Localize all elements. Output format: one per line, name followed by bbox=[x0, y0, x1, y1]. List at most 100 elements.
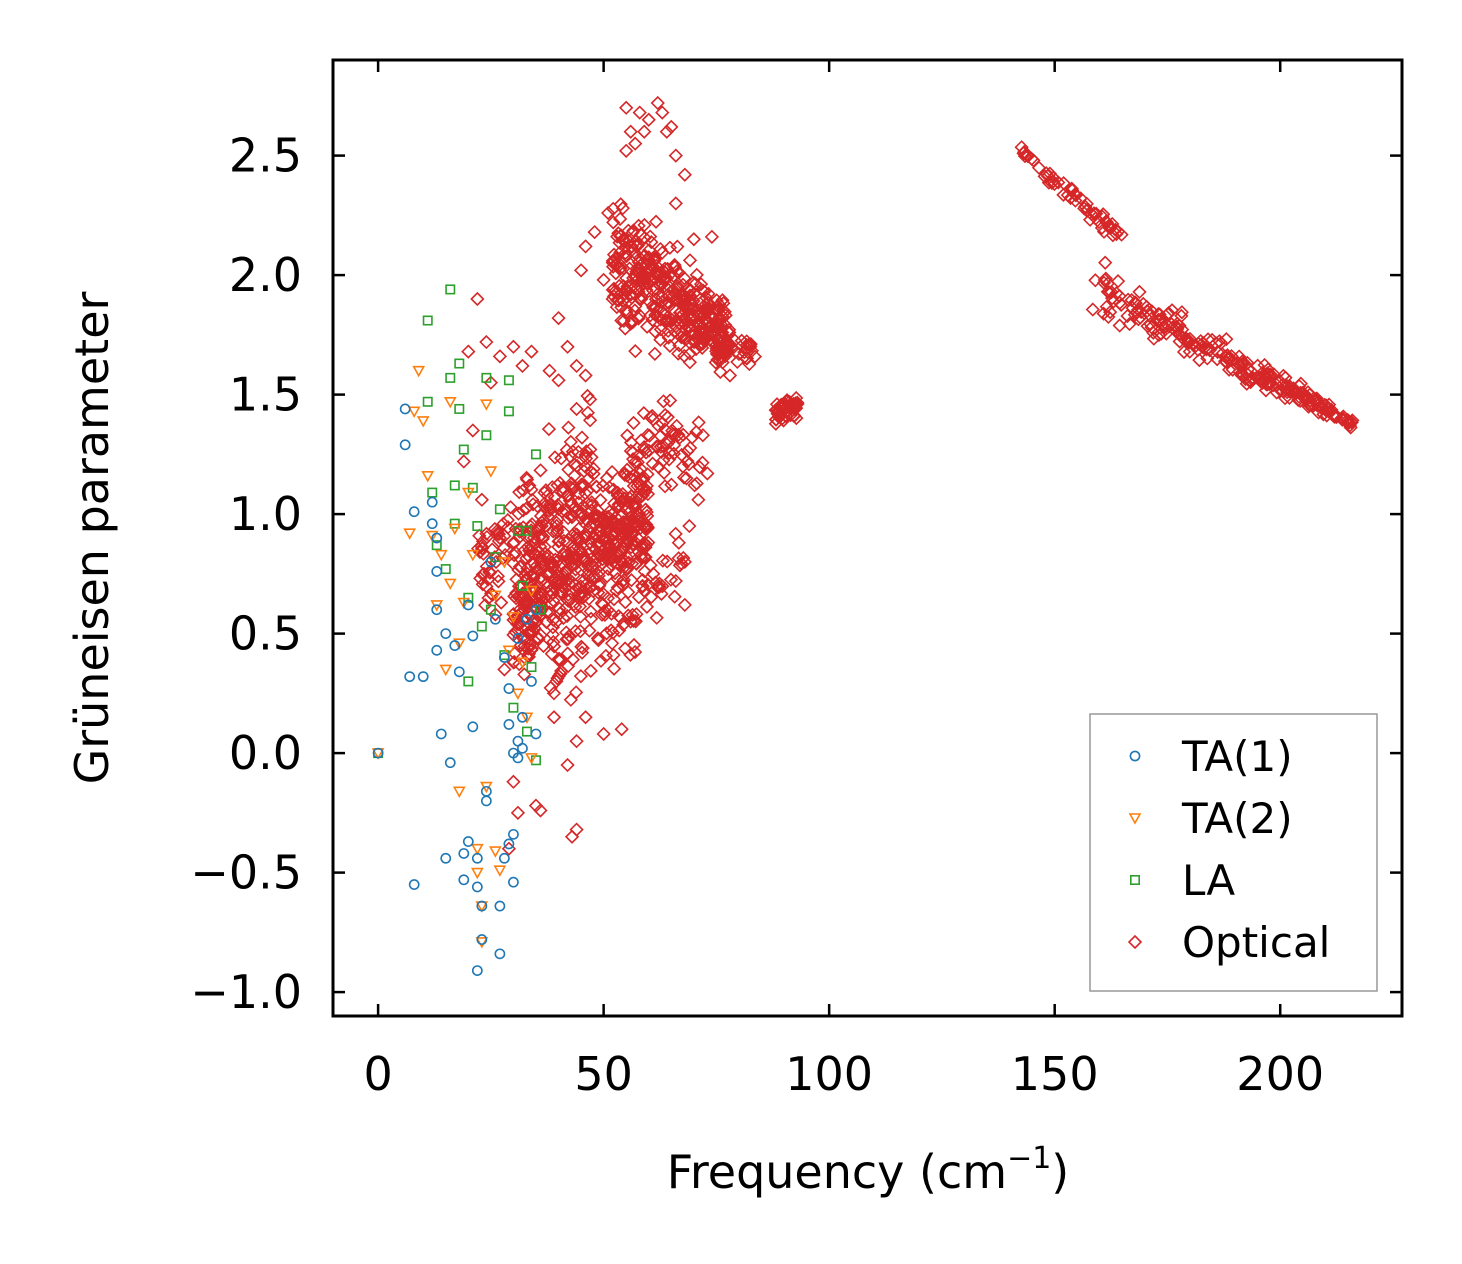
data-point bbox=[626, 496, 641, 512]
data-point bbox=[530, 520, 546, 535]
data-point bbox=[1188, 338, 1204, 353]
data-point bbox=[426, 518, 438, 530]
data-point bbox=[700, 316, 715, 331]
data-point bbox=[590, 550, 605, 565]
data-point bbox=[572, 599, 588, 614]
data-point bbox=[606, 215, 621, 230]
data-point bbox=[1099, 214, 1114, 229]
data-point bbox=[458, 848, 470, 859]
data-point bbox=[713, 328, 728, 343]
data-point bbox=[431, 532, 443, 544]
data-point bbox=[686, 286, 702, 301]
data-point bbox=[521, 543, 537, 558]
data-point bbox=[1153, 313, 1168, 328]
data-point bbox=[503, 500, 518, 515]
data-point bbox=[431, 644, 443, 656]
x-tick-label: 200 bbox=[1236, 1047, 1324, 1101]
data-point bbox=[431, 566, 443, 577]
data-point bbox=[599, 569, 615, 584]
data-point bbox=[529, 542, 545, 557]
data-point bbox=[616, 313, 631, 328]
data-point bbox=[676, 550, 691, 566]
data-point bbox=[443, 396, 457, 409]
data-point bbox=[517, 543, 532, 558]
data-point bbox=[494, 595, 509, 610]
data-point bbox=[494, 504, 505, 515]
data-point bbox=[667, 589, 682, 604]
data-point bbox=[515, 358, 530, 374]
data-point bbox=[472, 528, 487, 543]
data-point bbox=[1020, 147, 1035, 162]
data-point bbox=[1176, 344, 1192, 360]
data-point bbox=[618, 595, 633, 610]
data-point bbox=[628, 136, 643, 151]
data-point bbox=[399, 439, 411, 451]
data-point bbox=[511, 688, 525, 700]
data-point bbox=[636, 406, 651, 421]
data-point bbox=[582, 413, 598, 428]
data-point bbox=[1320, 400, 1336, 416]
data-point bbox=[519, 470, 534, 485]
data-point bbox=[490, 569, 505, 584]
data-point bbox=[1282, 390, 1297, 406]
data-point bbox=[601, 205, 616, 221]
data-point bbox=[659, 437, 675, 452]
data-point bbox=[614, 722, 629, 737]
data-point bbox=[467, 630, 479, 642]
data-point bbox=[454, 403, 465, 414]
data-point bbox=[622, 490, 637, 506]
legend-label: TA(1) bbox=[1181, 732, 1293, 781]
series-optical bbox=[456, 95, 1360, 856]
data-point bbox=[454, 358, 465, 369]
data-point bbox=[631, 511, 646, 526]
data-point bbox=[631, 236, 646, 251]
data-point bbox=[668, 196, 683, 211]
data-point bbox=[1096, 275, 1112, 290]
data-point bbox=[574, 477, 589, 492]
data-point bbox=[524, 344, 539, 359]
data-point bbox=[1106, 294, 1121, 309]
data-point bbox=[1056, 187, 1071, 203]
legend-marker bbox=[1127, 934, 1143, 950]
data-point bbox=[1086, 206, 1102, 221]
data-point bbox=[598, 531, 613, 547]
data-point bbox=[527, 584, 542, 599]
data-point bbox=[601, 561, 616, 577]
data-point bbox=[1153, 326, 1169, 341]
data-point bbox=[619, 462, 635, 477]
data-point bbox=[479, 559, 494, 574]
legend-label: Optical bbox=[1182, 918, 1330, 967]
data-point bbox=[613, 261, 628, 276]
data-point bbox=[672, 558, 688, 573]
data-point bbox=[480, 572, 496, 587]
data-point bbox=[633, 548, 649, 563]
data-point bbox=[525, 497, 541, 512]
data-point bbox=[715, 302, 731, 318]
data-point bbox=[560, 631, 576, 646]
data-point bbox=[577, 529, 593, 544]
data-point bbox=[476, 934, 488, 945]
data-point bbox=[589, 528, 605, 543]
data-point bbox=[574, 645, 590, 660]
data-point bbox=[609, 285, 624, 301]
data-point bbox=[549, 515, 564, 530]
data-point bbox=[677, 167, 692, 182]
data-point bbox=[614, 300, 629, 315]
data-point bbox=[712, 343, 727, 358]
data-point bbox=[629, 607, 644, 622]
data-point bbox=[578, 527, 593, 542]
y-tick-label: 0.0 bbox=[229, 726, 302, 780]
data-point bbox=[457, 597, 471, 610]
data-point bbox=[619, 249, 634, 264]
data-point bbox=[617, 641, 633, 656]
data-point bbox=[560, 488, 575, 504]
data-point bbox=[768, 416, 783, 431]
data-point bbox=[637, 549, 652, 565]
data-point bbox=[1168, 323, 1183, 339]
data-point bbox=[583, 442, 598, 457]
data-point bbox=[1114, 227, 1129, 242]
data-point bbox=[556, 481, 571, 496]
data-point bbox=[689, 424, 704, 440]
data-point bbox=[582, 541, 597, 557]
data-point bbox=[671, 535, 686, 550]
